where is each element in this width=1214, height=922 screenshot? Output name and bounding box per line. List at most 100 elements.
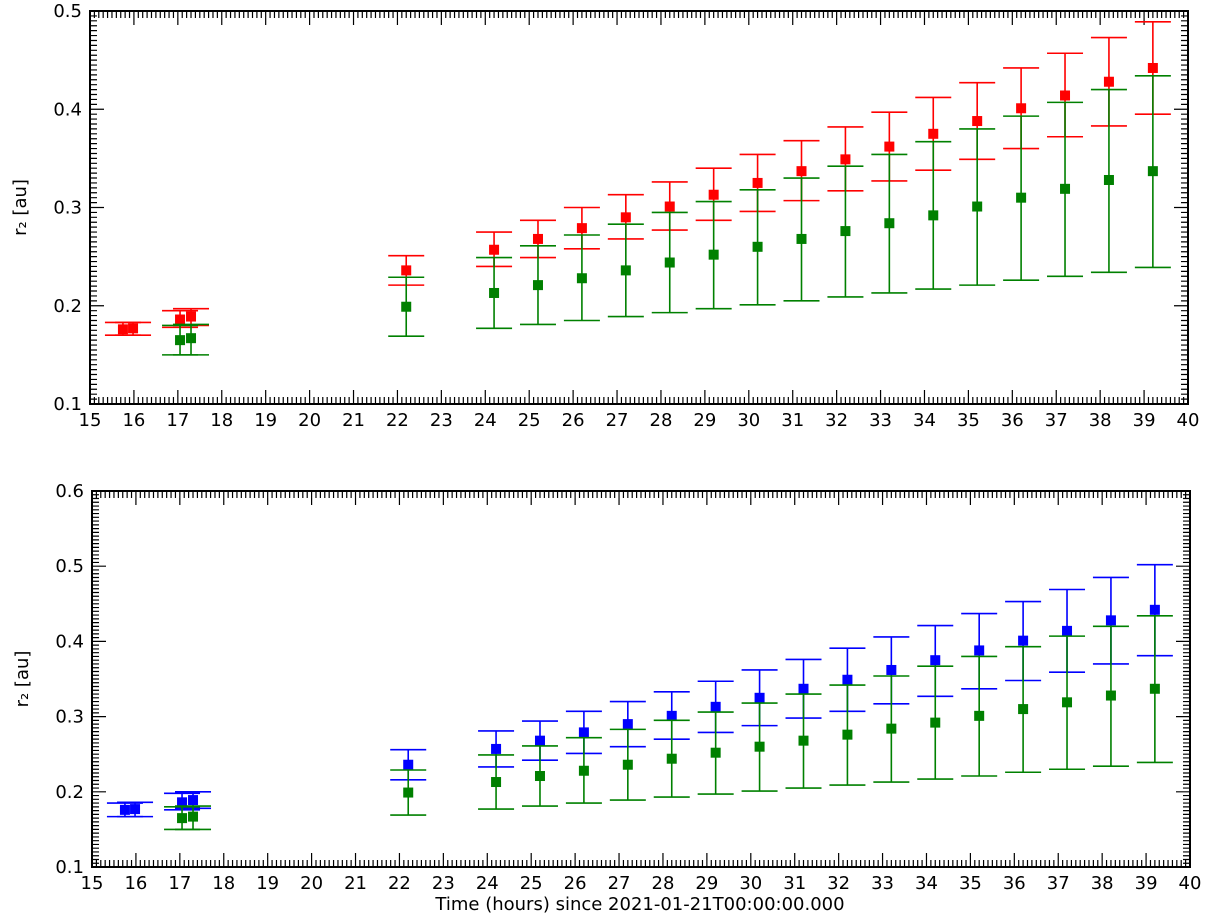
x-axis-label: Time (hours) since 2021-01-21T00:00:00.0… [434, 894, 844, 915]
y-tick-label: 0.4 [53, 99, 82, 120]
data-point [1147, 166, 1158, 177]
data-point [1103, 174, 1114, 185]
data-point [664, 201, 675, 212]
data-point [974, 710, 985, 721]
x-tick-label: 23 [430, 410, 453, 431]
data-point [708, 249, 719, 260]
data-point [1105, 690, 1116, 701]
data-point [177, 797, 188, 808]
x-tick-label: 17 [166, 410, 189, 431]
x-tick-label: 16 [124, 873, 147, 894]
data-point [186, 311, 197, 322]
axis-ticks [91, 490, 1191, 868]
x-tick-label: 27 [606, 410, 629, 431]
x-tick-label: 20 [298, 410, 321, 431]
data-point [534, 771, 545, 782]
x-tick-label: 40 [1179, 873, 1202, 894]
x-tick-label: 30 [739, 873, 762, 894]
data-point [974, 645, 985, 656]
data-point [1103, 76, 1114, 87]
plot-frame [91, 490, 1191, 868]
x-tick-label: 32 [825, 410, 848, 431]
x-tick-label: 29 [695, 873, 718, 894]
y-tick-label: 0.4 [55, 631, 84, 652]
data-point [491, 743, 502, 754]
data-point [842, 674, 853, 685]
data-point [1149, 683, 1160, 694]
data-point [576, 273, 587, 284]
x-tick-label: 20 [300, 873, 323, 894]
data-point [1060, 90, 1071, 101]
series-green [164, 615, 1173, 831]
x-tick-label: 24 [476, 873, 499, 894]
x-tick-label: 22 [386, 410, 409, 431]
x-tick-label: 36 [1001, 410, 1024, 431]
x-tick-label: 25 [520, 873, 543, 894]
data-point [1149, 604, 1160, 615]
data-point [401, 265, 412, 276]
x-tick-label: 37 [1047, 873, 1070, 894]
data-point [1147, 62, 1158, 73]
data-point [532, 280, 543, 291]
x-tick-label: 39 [1135, 873, 1158, 894]
y-axis-label: r₂ [au] [12, 651, 33, 708]
series-blue [106, 563, 1173, 818]
x-tick-label: 38 [1091, 873, 1114, 894]
plot-frame [89, 10, 1189, 405]
x-tick-label: 37 [1045, 410, 1068, 431]
data-point [576, 223, 587, 234]
data-point [175, 335, 186, 346]
x-tick-label: 33 [871, 873, 894, 894]
x-tick-label: 31 [783, 873, 806, 894]
data-point [532, 233, 543, 244]
y-tick-label: 0.1 [55, 857, 84, 878]
data-point [884, 218, 895, 229]
x-tick-label: 28 [652, 873, 675, 894]
data-point [1105, 615, 1116, 626]
data-point [622, 759, 633, 770]
x-tick-label: 25 [518, 410, 541, 431]
data-point [840, 154, 851, 165]
x-tick-label: 32 [827, 873, 850, 894]
data-point [798, 683, 809, 694]
x-tick-label: 22 [388, 873, 411, 894]
x-tick-label: 21 [344, 873, 367, 894]
data-point [928, 128, 939, 139]
data-point [1018, 635, 1029, 646]
data-point [972, 116, 983, 127]
x-tick-label: 31 [781, 410, 804, 431]
x-tick-label: 18 [210, 410, 233, 431]
data-point [620, 265, 631, 276]
data-point [1062, 625, 1073, 636]
x-tick-label: 19 [254, 410, 277, 431]
data-point [130, 804, 141, 815]
x-tick-label: 15 [81, 873, 104, 894]
data-point [752, 241, 763, 252]
data-point [796, 233, 807, 244]
data-point [972, 201, 983, 212]
data-point [842, 729, 853, 740]
data-point [754, 741, 765, 752]
data-point [1016, 192, 1027, 203]
y-tick-label: 0.2 [53, 296, 82, 317]
data-point [534, 735, 545, 746]
series-green [162, 75, 1171, 356]
data-point [1060, 183, 1071, 194]
data-point [752, 177, 763, 188]
x-tick-label: 36 [1003, 873, 1026, 894]
data-point [401, 301, 412, 312]
data-point [710, 747, 721, 758]
data-point [622, 719, 633, 730]
x-tick-label: 26 [562, 410, 585, 431]
data-point [840, 226, 851, 237]
y-tick-label: 0.5 [53, 1, 82, 22]
y-tick-label: 0.3 [55, 707, 84, 728]
data-point [664, 257, 675, 268]
data-point [128, 323, 139, 334]
x-tick-label: 40 [1177, 410, 1200, 431]
data-point [796, 166, 807, 177]
data-point [1018, 704, 1029, 715]
x-tick-label: 29 [693, 410, 716, 431]
data-point [666, 710, 677, 721]
